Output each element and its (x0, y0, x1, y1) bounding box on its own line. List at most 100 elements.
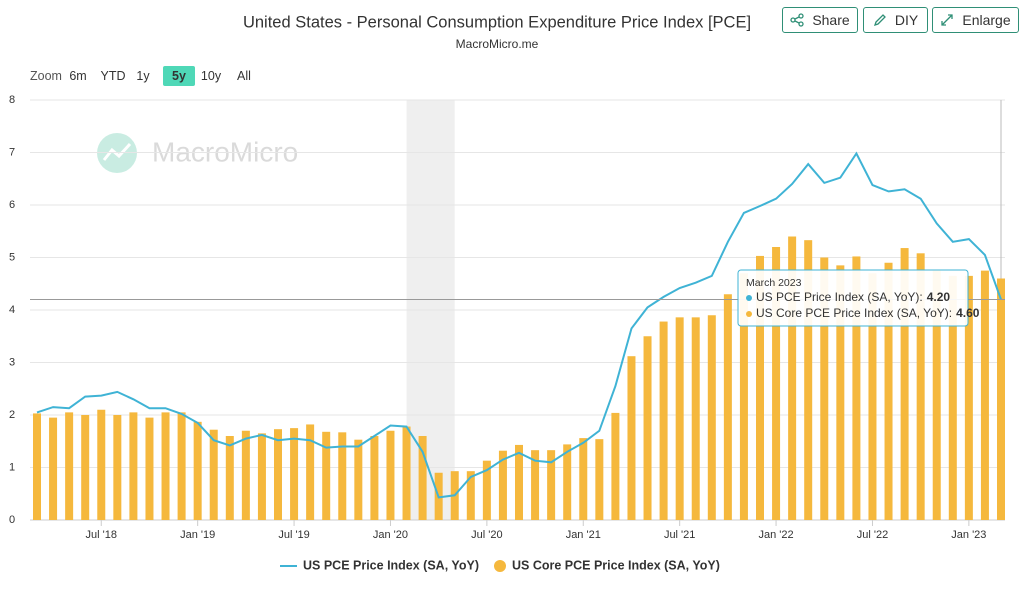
zoom-option[interactable]: YTD (100, 69, 126, 83)
bar (900, 248, 909, 521)
bar (193, 421, 202, 520)
bar (772, 247, 781, 520)
bar (354, 439, 363, 520)
bar (804, 240, 813, 521)
bar (129, 412, 138, 520)
legend-symbol (494, 560, 506, 572)
bar (450, 471, 459, 520)
bar (338, 432, 347, 520)
chart-subtitle: MacroMicro.me (456, 37, 539, 51)
tooltip-value: 4.60 (956, 306, 980, 320)
enlarge-button[interactable]: Enlarge (932, 7, 1019, 33)
bar (177, 412, 186, 520)
bar (739, 273, 748, 520)
tooltip-dot (746, 311, 752, 317)
bar (386, 430, 395, 520)
tooltip-row: US PCE Price Index (SA, YoY): 4.20 (756, 290, 950, 304)
x-tick-label: Jan '23 (951, 529, 986, 541)
bar (643, 336, 652, 520)
enlarge-icon (941, 14, 954, 26)
tooltip-box (737, 269, 969, 327)
bar (97, 409, 106, 520)
bar (948, 275, 957, 520)
bar (145, 417, 154, 520)
x-tick-label: Jan '19 (180, 529, 215, 541)
bar (611, 412, 620, 520)
y-tick-label: 0 (9, 514, 15, 526)
zoom-option[interactable]: 5y (163, 66, 195, 86)
bar (161, 412, 170, 520)
bar (916, 253, 925, 521)
y-tick-label: 4 (9, 304, 15, 316)
x-tick-label: Jan '20 (373, 529, 408, 541)
bar (370, 436, 379, 520)
tooltip-separator: : (949, 306, 952, 320)
bar (402, 426, 411, 520)
tooltip-title: March 2023 (746, 277, 802, 289)
bar (868, 273, 877, 520)
bar (466, 471, 475, 520)
tooltip-value: 4.20 (927, 290, 951, 304)
enlarge-label: Enlarge (962, 12, 1011, 28)
bar (627, 356, 636, 520)
bar (209, 429, 218, 520)
legend-label: US Core PCE Price Index (SA, YoY) (512, 558, 720, 572)
bar (33, 413, 41, 520)
x-tick-label: Jul '18 (86, 529, 117, 541)
x-tick-label: Jul '20 (471, 529, 502, 541)
zoom-option[interactable]: 10y (200, 69, 222, 83)
bar (65, 412, 74, 520)
bar (579, 438, 588, 520)
tooltip-name: US PCE Price Index (SA, YoY) (756, 290, 919, 304)
share-label: Share (812, 12, 850, 28)
bar (290, 428, 299, 520)
bar (306, 424, 315, 520)
bar (980, 270, 989, 520)
bar (322, 431, 331, 520)
bar (997, 278, 1005, 520)
bar (434, 472, 443, 520)
y-tick-label: 2 (9, 409, 15, 421)
diy-button[interactable]: DIY (863, 7, 928, 33)
bar (563, 444, 572, 520)
share-button[interactable]: Share (782, 7, 858, 33)
bar (836, 265, 845, 520)
zoom-label: Zoom (30, 69, 62, 83)
y-tick-label: 3 (9, 356, 15, 368)
bar (884, 262, 893, 520)
zoom-option[interactable]: 6m (69, 69, 87, 83)
y-tick-label: 7 (9, 146, 15, 158)
bar (515, 444, 523, 520)
bar (723, 294, 732, 520)
bar (482, 460, 491, 520)
bar (547, 450, 556, 520)
zoom-option[interactable]: 1y (136, 69, 150, 83)
bar (595, 439, 604, 520)
bar (659, 321, 668, 520)
bar (531, 450, 540, 520)
x-tick-label: Jul '22 (857, 529, 888, 541)
tooltip-row: US Core PCE Price Index (SA, YoY): 4.60 (756, 306, 980, 320)
tooltip-separator: : (919, 290, 922, 304)
bar (675, 317, 684, 520)
share-icon (790, 13, 804, 27)
shaded-region (406, 100, 455, 520)
bar (820, 257, 829, 520)
x-tick-label: Jul '21 (664, 529, 695, 541)
bar (274, 429, 282, 520)
bar (49, 417, 58, 520)
bar (932, 270, 941, 520)
x-tick-label: Jul '19 (278, 529, 309, 541)
bar (964, 275, 973, 520)
x-tick-label: Jan '22 (758, 529, 793, 541)
bar (852, 256, 861, 520)
zoom-option[interactable]: All (237, 69, 251, 83)
bar (418, 436, 427, 520)
y-tick-label: 5 (9, 251, 15, 263)
bar (756, 255, 764, 521)
bar (241, 430, 250, 520)
bar (113, 415, 122, 520)
diy-icon (873, 14, 886, 27)
